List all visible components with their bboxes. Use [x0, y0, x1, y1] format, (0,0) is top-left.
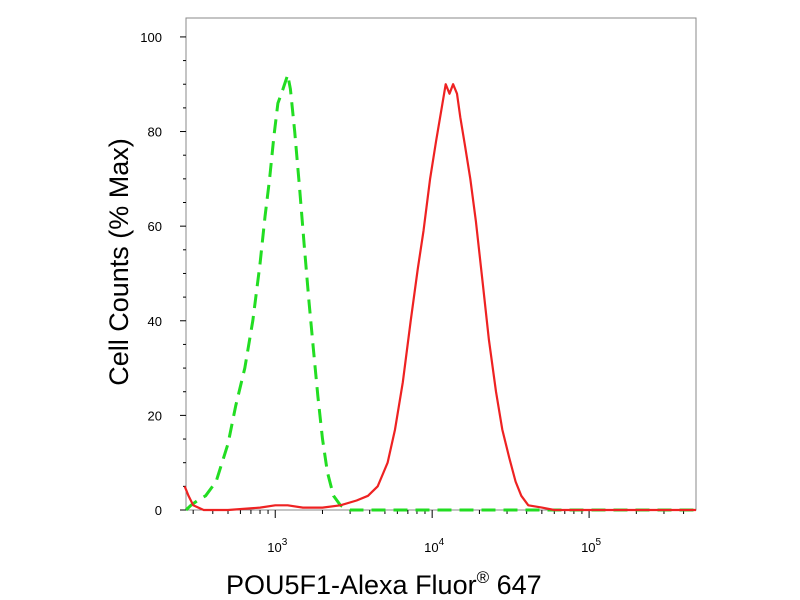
x-axis: 103 104 105: [192, 510, 685, 555]
x-tick-label: 105: [581, 537, 601, 555]
x-tick-exponent: 5: [596, 537, 602, 548]
x-tick-base: 10: [267, 540, 281, 555]
x-axis-title-channel: 647: [489, 570, 542, 600]
x-tick-base: 10: [424, 540, 438, 555]
y-tick-label: 20: [148, 408, 162, 423]
y-tick-label: 100: [140, 30, 162, 45]
y-tick-label: 60: [148, 219, 162, 234]
series-1-line: [183, 83, 696, 512]
x-tick-exponent: 4: [439, 537, 445, 548]
x-axis-title-registered: ®: [477, 568, 490, 587]
y-axis: 0 20 40 60 80 100: [140, 30, 186, 518]
x-axis-title-main: POU5F1-Alexa Fluor: [226, 570, 477, 600]
x-tick-label: 103: [267, 537, 287, 555]
y-tick-label: 0: [155, 503, 162, 518]
x-tick-label: 104: [424, 537, 444, 555]
y-axis-title: Cell Counts (% Max): [104, 138, 134, 386]
x-tick-exponent: 3: [282, 537, 288, 548]
series-0-line: [184, 73, 696, 512]
y-tick-label: 40: [148, 314, 162, 329]
plot-frame: [185, 17, 697, 511]
x-axis-title: POU5F1-Alexa Fluor® 647: [226, 568, 542, 600]
series-layer: [183, 73, 696, 512]
x-tick-base: 10: [581, 540, 595, 555]
y-tick-label: 80: [148, 125, 162, 140]
